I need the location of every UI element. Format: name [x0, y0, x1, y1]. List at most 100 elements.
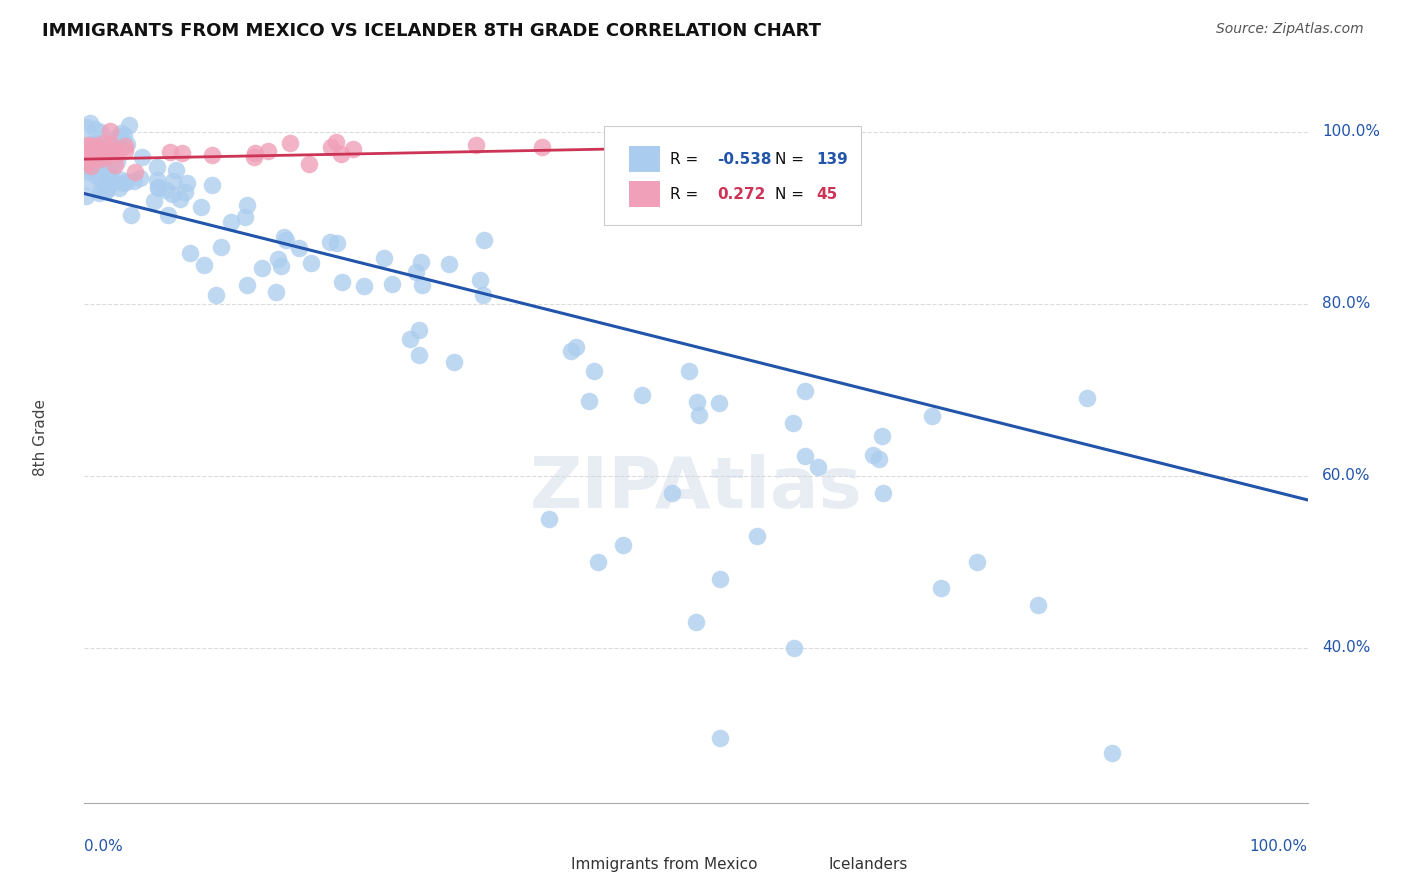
Point: [872, 486, 894, 500]
Point: [83, 149, 105, 163]
Point: [807, 460, 830, 475]
Point: [91, 136, 114, 150]
Point: [157, 208, 180, 222]
Text: R =: R =: [671, 186, 709, 202]
Point: [405, 264, 427, 278]
Point: [1101, 746, 1123, 760]
Point: [91, 146, 114, 161]
Point: [131, 150, 153, 164]
Point: [101, 146, 124, 161]
Point: [110, 126, 132, 140]
Point: [443, 355, 465, 369]
Point: [330, 276, 353, 290]
Point: [83, 160, 105, 174]
Point: [862, 448, 884, 462]
Point: [709, 572, 731, 586]
Point: [236, 198, 259, 212]
Point: [75, 120, 97, 135]
Point: [250, 260, 273, 275]
Point: [169, 192, 191, 206]
Point: [342, 142, 364, 156]
Point: [747, 529, 769, 543]
Point: [146, 180, 169, 194]
Point: [93, 143, 115, 157]
Point: [129, 171, 152, 186]
Point: [471, 288, 494, 302]
Point: [86, 147, 108, 161]
Point: [97, 178, 120, 192]
Point: [678, 364, 700, 378]
Point: [104, 138, 127, 153]
Point: [118, 118, 141, 132]
Point: [76, 159, 98, 173]
Point: [103, 145, 125, 159]
Point: [79, 115, 101, 129]
Point: [288, 241, 311, 255]
Text: N =: N =: [776, 186, 814, 202]
Point: [794, 384, 817, 399]
Point: [179, 246, 201, 260]
Point: [75, 147, 97, 161]
Point: [80, 141, 103, 155]
Point: [76, 174, 98, 188]
Point: [321, 140, 343, 154]
Point: [162, 174, 184, 188]
Point: [583, 363, 606, 377]
Text: N =: N =: [776, 152, 810, 167]
Point: [107, 129, 129, 144]
Point: [564, 340, 586, 354]
Point: [77, 138, 100, 153]
Point: [531, 139, 554, 153]
Point: [91, 141, 114, 155]
Point: [90, 150, 112, 164]
Text: 60.0%: 60.0%: [1322, 468, 1371, 483]
Point: [538, 512, 561, 526]
Text: 139: 139: [815, 152, 848, 167]
Point: [869, 451, 891, 466]
Point: [108, 130, 131, 145]
Text: 8th Grade: 8th Grade: [32, 399, 48, 475]
Point: [98, 124, 121, 138]
Point: [97, 178, 120, 193]
Point: [146, 172, 169, 186]
Point: [80, 141, 103, 155]
Point: [93, 151, 115, 165]
Point: [76, 151, 98, 165]
Point: [114, 175, 136, 189]
Point: [112, 177, 135, 191]
Point: [794, 449, 817, 463]
Point: [115, 137, 138, 152]
Point: [688, 409, 710, 423]
Point: [264, 285, 287, 299]
Point: [586, 555, 609, 569]
Text: 0.272: 0.272: [717, 186, 765, 202]
Point: [353, 279, 375, 293]
Point: [176, 176, 198, 190]
Point: [612, 538, 634, 552]
Text: -0.538: -0.538: [717, 152, 772, 167]
Point: [631, 388, 654, 402]
Point: [83, 139, 105, 153]
Point: [872, 429, 894, 443]
Point: [75, 154, 97, 169]
Point: [560, 343, 582, 358]
Point: [1076, 392, 1098, 406]
Point: [686, 394, 709, 409]
Point: [83, 121, 105, 136]
Point: [299, 256, 322, 270]
Point: [709, 396, 731, 410]
Point: [93, 159, 115, 173]
Point: [921, 409, 943, 423]
Point: [82, 136, 104, 151]
Point: [84, 136, 107, 150]
Text: 45: 45: [815, 186, 837, 202]
Text: Immigrants from Mexico: Immigrants from Mexico: [571, 857, 758, 872]
FancyBboxPatch shape: [605, 126, 860, 225]
Point: [193, 258, 215, 272]
Point: [472, 233, 495, 247]
Point: [205, 288, 228, 302]
Point: [79, 145, 101, 160]
Bar: [628, 146, 661, 172]
Point: [105, 153, 128, 168]
Point: [243, 150, 266, 164]
